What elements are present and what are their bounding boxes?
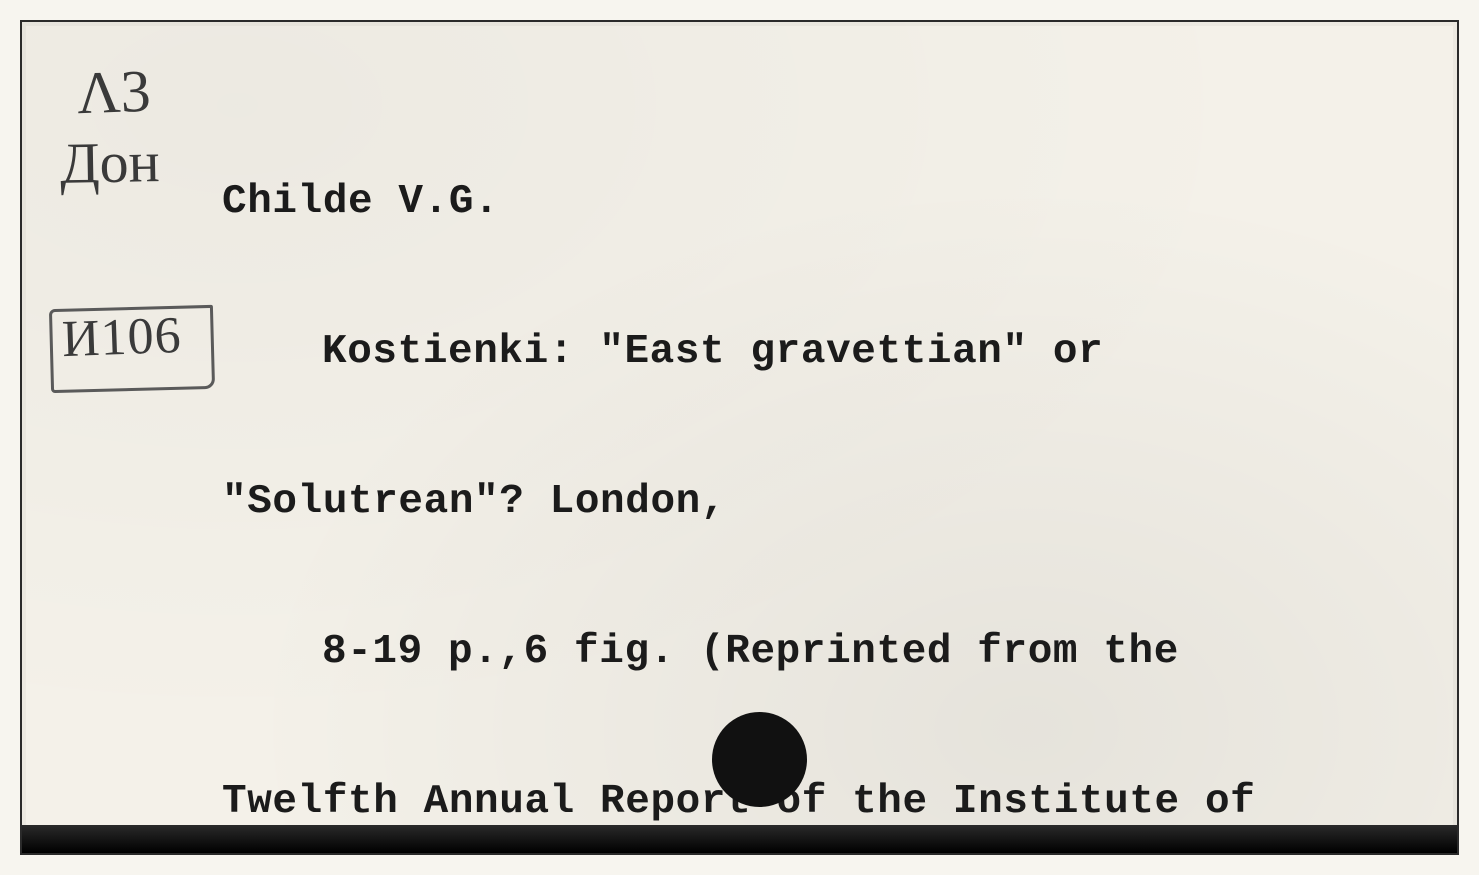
punch-hole-icon [712,712,807,807]
margin-note-top: Λ3 [76,61,152,124]
entry-line-5: Twelfth Annual Report of the Institute o… [222,777,1417,827]
page: Λ3 Дон И106 Childe V.G. Kostienki: "East… [0,0,1479,875]
index-card: Λ3 Дон И106 Childe V.G. Kostienki: "East… [20,20,1459,855]
entry-line-3: "Solutrean"? London, [222,477,1417,527]
scan-bottom-edge [22,825,1457,853]
entry-line-4: 8-19 p.,6 fig. (Reprinted from the [222,627,1417,677]
entry-author: Childe V.G. [222,177,1417,227]
entry-line-2: Kostienki: "East gravettian" or [222,327,1417,377]
margin-note-middle: Дон [60,133,161,193]
catalogue-entry: Childe V.G. Kostienki: "East gravettian"… [222,77,1417,855]
margin-note-box-text: И106 [61,310,182,366]
